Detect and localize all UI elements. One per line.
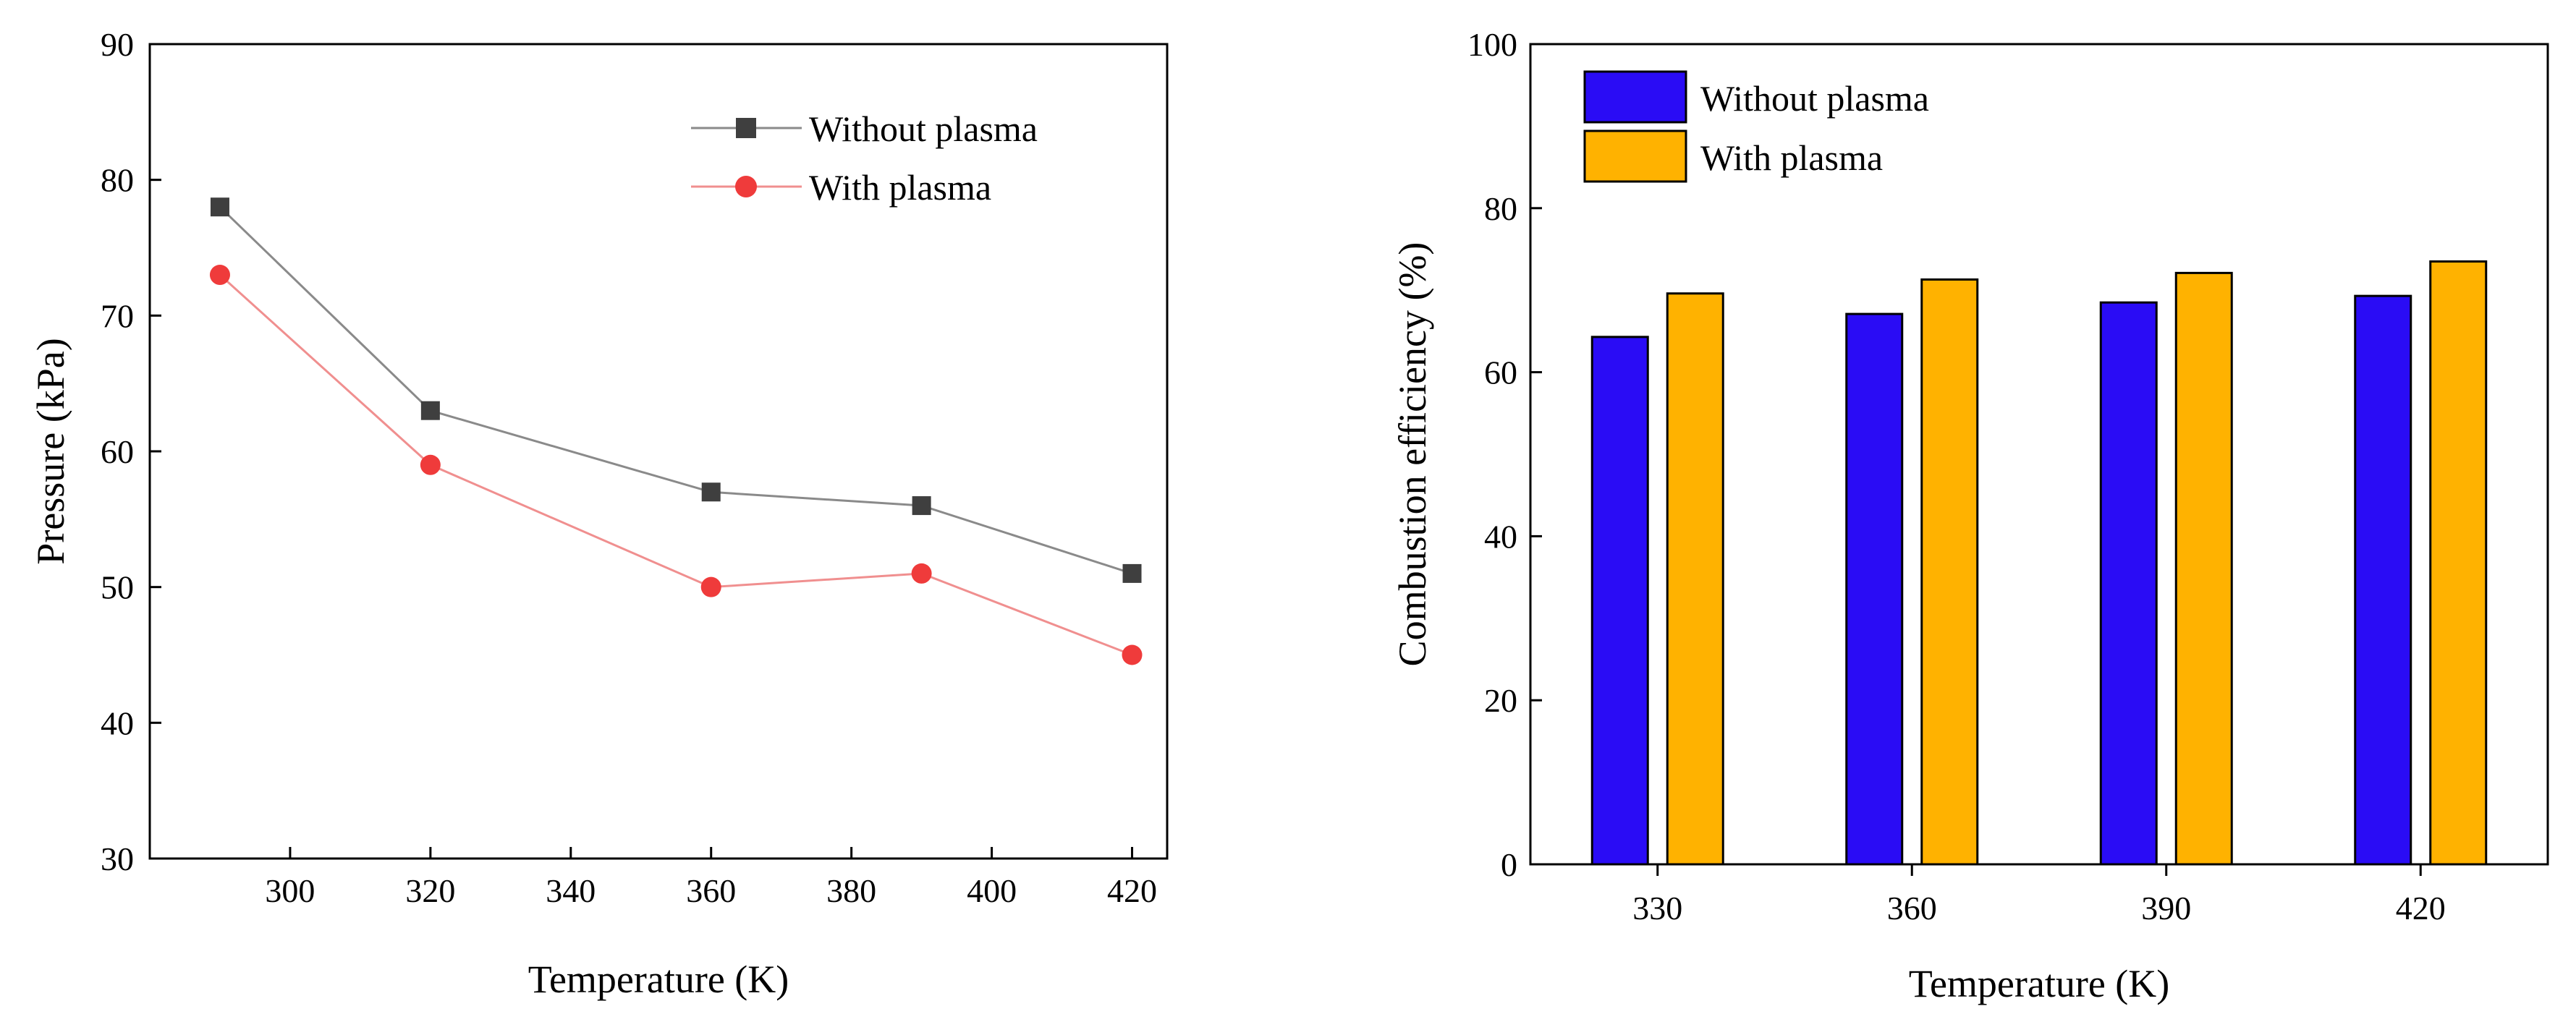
left-point-with-plasma (1122, 644, 1143, 665)
left-x-tick-label: 420 (1107, 872, 1157, 909)
left-series-group (209, 197, 1143, 665)
left-y-ticks: 30 40 50 60 70 80 90 (101, 26, 161, 877)
right-legend-swatch-without-plasma (1583, 70, 1687, 124)
right-y-axis-title: Combustion efficiency (%) (1391, 242, 1434, 667)
right-y-tick-label: 0 (1501, 846, 1517, 883)
right-bar-without-plasma (1845, 312, 1904, 866)
right-bar-with-plasma (2429, 260, 2488, 866)
right-x-ticks: 330 360 390 420 (1632, 864, 2446, 927)
right-y-ticks: 0 20 40 60 80 100 (1467, 26, 1542, 883)
right-legend: Without plasma With plasma (1583, 70, 1929, 183)
left-y-tick-label: 60 (101, 433, 134, 470)
left-series-line-without-plasma (219, 206, 1132, 575)
left-y-tick-label: 80 (101, 162, 134, 199)
right-plot-frame (1529, 43, 2549, 866)
left-x-tick-label: 300 (265, 872, 315, 909)
left-point-with-plasma (700, 576, 721, 597)
left-point-with-plasma (911, 563, 932, 584)
right-y-tick-label: 100 (1467, 26, 1517, 63)
right-x-tick-label: 330 (1632, 890, 1682, 927)
right-bar-without-plasma (2354, 294, 2412, 866)
left-legend-label-with-plasma: With plasma (809, 167, 991, 208)
right-x-tick-label: 420 (2396, 890, 2446, 927)
pressure-line-chart: 300 320 340 360 380 400 420 30 40 50 60 70 80 90 Tem… (29, 26, 1169, 1001)
right-x-tick-label: 360 (1887, 890, 1937, 927)
left-legend-marker-square (736, 118, 756, 138)
combustion-bar-chart: 330 360 390 420 0 20 40 60 80 100 Temperature (K… (1391, 26, 2549, 1005)
right-bar-with-plasma (1920, 278, 1979, 866)
left-y-tick-label: 50 (101, 569, 134, 606)
right-y-tick-label: 80 (1484, 190, 1517, 227)
right-legend-swatch-with-plasma (1583, 129, 1687, 183)
left-point-with-plasma (209, 265, 230, 286)
right-bar-with-plasma (1666, 292, 1724, 866)
left-point-without-plasma (420, 401, 440, 420)
left-x-tick-label: 400 (967, 872, 1017, 909)
left-legend-marker-circle (735, 176, 757, 197)
left-y-tick-label: 40 (101, 704, 134, 741)
left-y-tick-label: 30 (101, 840, 134, 877)
left-plot-frame (148, 43, 1169, 860)
right-bar-without-plasma (2099, 301, 2158, 866)
right-y-tick-label: 20 (1484, 682, 1517, 719)
left-x-tick-label: 320 (405, 872, 455, 909)
left-legend-label-without-plasma: Without plasma (809, 108, 1038, 149)
right-legend-label-with-plasma: With plasma (1700, 137, 1883, 178)
left-series-line-with-plasma (219, 273, 1133, 656)
left-point-without-plasma (210, 197, 229, 217)
left-point-without-plasma (912, 496, 931, 516)
right-legend-label-without-plasma: Without plasma (1700, 78, 1929, 119)
left-x-tick-label: 380 (826, 872, 876, 909)
left-y-tick-label: 90 (101, 26, 134, 63)
left-x-ticks: 300 320 340 360 380 400 420 (265, 847, 1157, 909)
left-x-axis-title: Temperature (K) (528, 958, 789, 1001)
left-x-tick-label: 360 (686, 872, 736, 909)
right-x-axis-title: Temperature (K) (1909, 962, 2170, 1005)
left-point-with-plasma (420, 454, 441, 475)
right-y-tick-label: 40 (1484, 518, 1517, 555)
right-bar-without-plasma (1590, 336, 1649, 866)
right-bars-group (1590, 260, 2488, 866)
right-x-tick-label: 390 (2141, 890, 2191, 927)
right-bar-with-plasma (2174, 271, 2233, 866)
left-x-tick-label: 340 (546, 872, 596, 909)
left-point-without-plasma (701, 482, 721, 502)
left-y-tick-label: 70 (101, 297, 134, 334)
left-y-axis-title: Pressure (kPa) (29, 338, 72, 564)
left-point-without-plasma (1122, 563, 1142, 583)
right-y-tick-label: 60 (1484, 354, 1517, 391)
left-legend: Without plasma With plasma (691, 108, 1038, 208)
